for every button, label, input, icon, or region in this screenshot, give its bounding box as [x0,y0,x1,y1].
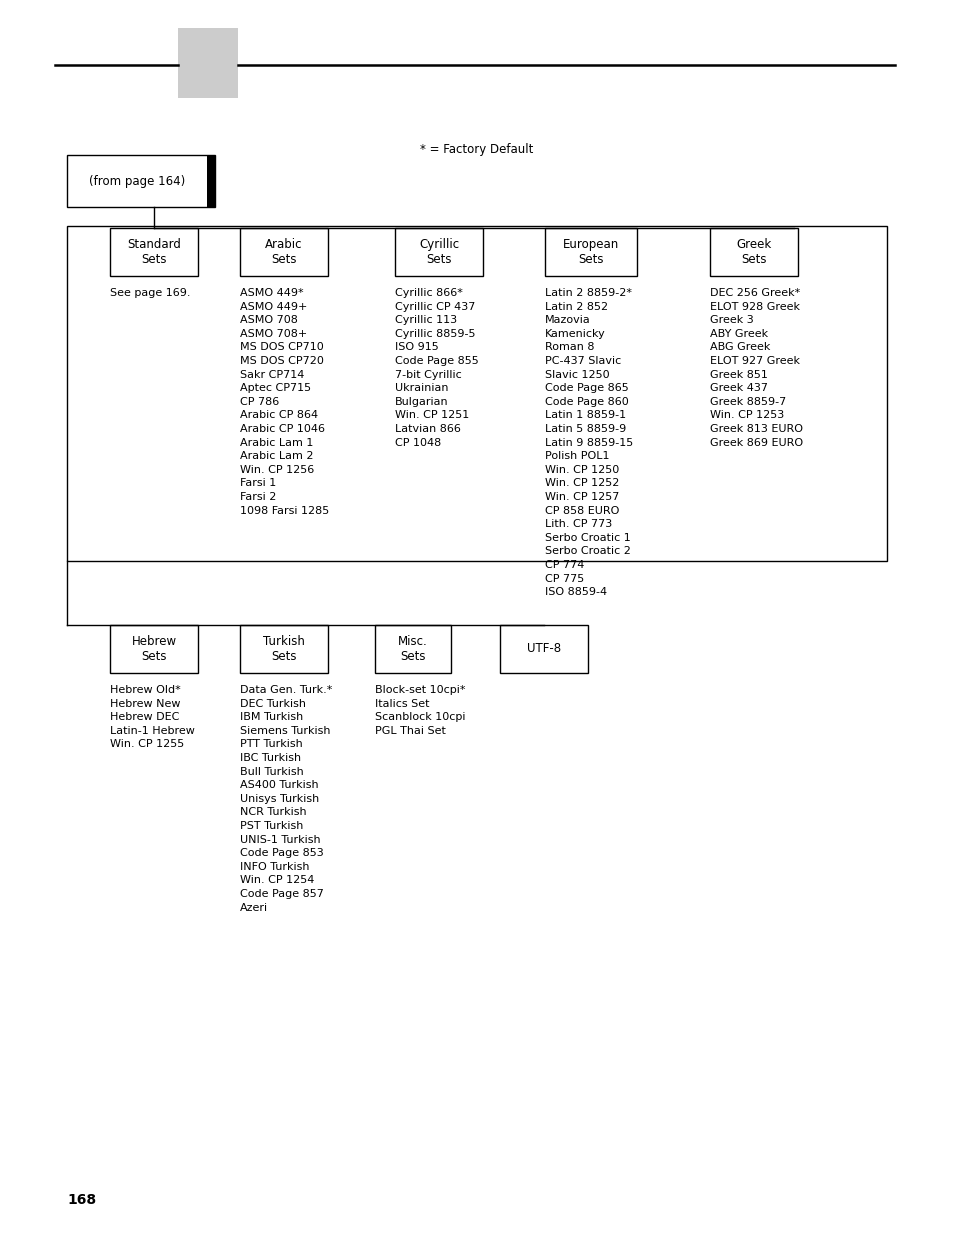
Text: UTF-8: UTF-8 [526,642,560,656]
Text: European
Sets: European Sets [562,238,618,266]
Bar [240,625,328,673]
Bar [240,228,328,275]
Text: Cyrillic 866*
Cyrillic CP 437
Cyrillic 113
Cyrillic 8859-5
ISO 915
Code Page 855: Cyrillic 866* Cyrillic CP 437 Cyrillic 1… [395,288,478,447]
Text: 168: 168 [67,1193,96,1207]
Bar [67,156,214,207]
Bar [178,28,237,98]
Bar [67,226,886,561]
Text: Standard
Sets: Standard Sets [127,238,181,266]
Text: See page 169.: See page 169. [110,288,191,298]
Text: Turkish
Sets: Turkish Sets [263,635,305,663]
Text: Greek
Sets: Greek Sets [736,238,771,266]
Text: Latin 2 8859-2*
Latin 2 852
Mazovia
Kamenicky
Roman 8
PC-437 Slavic
Slavic 1250
: Latin 2 8859-2* Latin 2 852 Mazovia Kame… [544,288,633,598]
Bar [207,156,214,207]
Bar [395,228,482,275]
Bar [709,228,797,275]
Text: (from page 164): (from page 164) [89,174,185,188]
Bar [544,228,637,275]
Text: Arabic
Sets: Arabic Sets [265,238,302,266]
Text: Misc.
Sets: Misc. Sets [397,635,428,663]
Text: Hebrew
Sets: Hebrew Sets [132,635,176,663]
Bar [499,625,587,673]
Text: Hebrew Old*
Hebrew New
Hebrew DEC
Latin-1 Hebrew
Win. CP 1255: Hebrew Old* Hebrew New Hebrew DEC Latin-… [110,685,194,750]
Text: Cyrillic
Sets: Cyrillic Sets [418,238,458,266]
Text: DEC 256 Greek*
ELOT 928 Greek
Greek 3
ABY Greek
ABG Greek
ELOT 927 Greek
Greek 8: DEC 256 Greek* ELOT 928 Greek Greek 3 AB… [709,288,802,447]
Text: Data Gen. Turk.*
DEC Turkish
IBM Turkish
Siemens Turkish
PTT Turkish
IBC Turkish: Data Gen. Turk.* DEC Turkish IBM Turkish… [240,685,332,913]
Bar [110,625,198,673]
Bar [375,625,451,673]
Text: ASMO 449*
ASMO 449+
ASMO 708
ASMO 708+
MS DOS CP710
MS DOS CP720
Sakr CP714
Apte: ASMO 449* ASMO 449+ ASMO 708 ASMO 708+ M… [240,288,329,515]
Text: Block-set 10cpi*
Italics Set
Scanblock 10cpi
PGL Thai Set: Block-set 10cpi* Italics Set Scanblock 1… [375,685,465,736]
Bar [110,228,198,275]
Text: * = Factory Default: * = Factory Default [420,143,533,156]
